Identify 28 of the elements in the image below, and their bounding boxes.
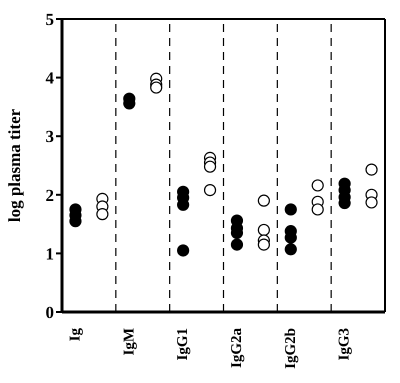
y-axis-title: log plasma titer	[5, 108, 24, 222]
point	[204, 184, 216, 196]
y-tick-label: 4	[46, 68, 54, 88]
x-tick-label: IgG1	[175, 328, 192, 361]
x-tick-label: IgM	[121, 328, 138, 356]
point	[284, 243, 297, 256]
point	[312, 203, 324, 216]
point	[150, 81, 162, 94]
y-tick-label: 5	[46, 10, 54, 30]
x-tick-label: Ig	[67, 328, 84, 342]
point	[96, 208, 108, 220]
x-tick-label: IgG3	[336, 328, 353, 361]
point	[258, 238, 270, 251]
y-tick-label: 0	[46, 303, 54, 322]
point	[258, 224, 270, 236]
point	[258, 194, 270, 207]
point	[365, 196, 378, 209]
y-tick-label: 1	[46, 244, 54, 264]
point	[365, 164, 378, 176]
y-tick-label: 3	[46, 127, 54, 146]
point	[177, 244, 190, 257]
point	[284, 203, 297, 216]
y-tick-label: 2	[46, 186, 54, 205]
point	[204, 160, 216, 173]
x-tick-label: IgG2b	[282, 328, 299, 369]
x-tick-label: IgG2a	[228, 328, 245, 368]
point	[312, 179, 324, 192]
point	[230, 238, 244, 251]
